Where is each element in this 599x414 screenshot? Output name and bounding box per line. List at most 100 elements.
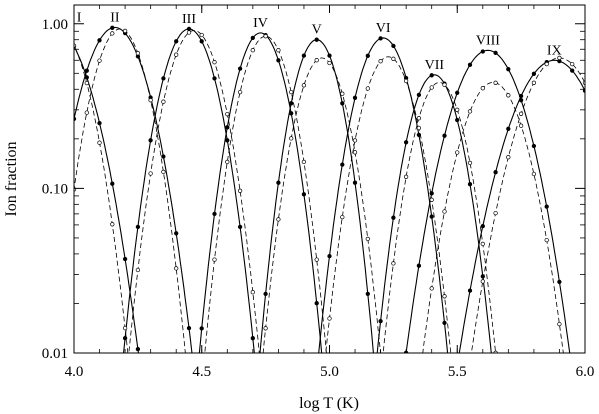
curve-III-solid xyxy=(123,28,255,353)
marker-II-dashed xyxy=(122,28,128,34)
marker-VI-solid xyxy=(340,162,345,167)
marker-VII-dashed xyxy=(391,261,396,266)
marker-I-solid xyxy=(122,256,128,262)
x-ticks: 4.0 4.5 5.0 5.5 6.0 xyxy=(65,5,594,380)
marker-VIII-dashed xyxy=(518,123,524,128)
marker-III-solid xyxy=(186,26,192,32)
ion-label-VI: VI xyxy=(376,21,391,36)
curve-VIII-dashed xyxy=(422,82,564,353)
marker-VI-dashed xyxy=(442,294,447,299)
marker-III-dashed xyxy=(250,290,255,295)
marker-II-dashed xyxy=(97,58,102,63)
y-tick-label: 1.00 xyxy=(42,17,68,33)
marker-V-solid xyxy=(263,291,268,297)
ion-label-III: III xyxy=(182,12,196,27)
marker-VII-solid xyxy=(403,140,409,145)
x-tick-label: 5.0 xyxy=(320,364,339,380)
marker-III-dashed xyxy=(212,60,217,65)
marker-IX-solid xyxy=(480,223,485,229)
marker-III-solid xyxy=(225,138,230,143)
marker-V-dashed xyxy=(340,91,345,96)
curve-VIII-solid xyxy=(405,49,571,353)
curve-I-solid xyxy=(74,45,139,353)
marker-VI-dashed xyxy=(391,56,396,61)
marker-VI-solid xyxy=(416,132,422,138)
marker-III-dashed xyxy=(225,111,230,117)
marker-V-dashed xyxy=(365,236,370,242)
marker-IX-dashed xyxy=(518,111,524,116)
marker-II-solid xyxy=(186,325,192,331)
marker-V-solid xyxy=(289,101,294,106)
x-tick-label: 4.5 xyxy=(192,364,211,380)
curve-V-dashed xyxy=(262,57,381,353)
marker-VI-solid xyxy=(378,36,383,41)
marker-II-dashed xyxy=(110,31,115,36)
marker-VIII-dashed xyxy=(493,80,498,85)
marker-V-solid xyxy=(365,291,370,297)
marker-IV-solid xyxy=(276,58,281,63)
y-tick-label: 0.01 xyxy=(42,346,68,362)
ion-label-VIII: VIII xyxy=(476,33,500,48)
marker-III-dashed xyxy=(237,188,243,193)
marker-IX-solid xyxy=(467,288,473,293)
marker-V-dashed xyxy=(314,58,319,63)
marker-VIII-dashed xyxy=(544,237,549,243)
marker-IV-solid xyxy=(237,66,243,71)
marker-VII-solid xyxy=(416,92,422,98)
marker-VIII-solid xyxy=(455,90,460,95)
marker-VII-solid xyxy=(480,274,485,279)
marker-VIII-solid xyxy=(416,263,422,268)
marker-VIII-solid xyxy=(480,49,485,54)
marker-IX-dashed xyxy=(544,61,549,67)
marker-V-dashed xyxy=(289,136,294,141)
marker-III-dashed xyxy=(148,171,153,176)
markers-layer xyxy=(74,25,585,353)
marker-VI-solid xyxy=(429,214,434,219)
marker-IX-dashed xyxy=(531,80,537,85)
marker-IV-dashed xyxy=(263,34,268,39)
ion-label-IX: IX xyxy=(547,43,562,58)
marker-V-solid xyxy=(352,180,358,185)
x-tick-label: 4.0 xyxy=(65,364,84,380)
ion-label-IV: IV xyxy=(253,16,268,31)
marker-IV-solid xyxy=(225,125,230,130)
y-tick-label: 0.10 xyxy=(42,181,68,197)
marker-VII-dashed xyxy=(480,241,485,247)
marker-III-solid xyxy=(237,224,243,230)
marker-VIII-solid xyxy=(506,67,511,72)
marker-II-solid xyxy=(174,231,179,236)
x-axis-label: log T (K) xyxy=(299,395,359,412)
marker-I-dashed xyxy=(84,80,89,86)
marker-VIII-dashed xyxy=(442,209,447,214)
marker-III-dashed xyxy=(174,52,179,57)
marker-VI-dashed xyxy=(327,316,332,321)
marker-IX-solid xyxy=(531,71,537,76)
marker-III-solid xyxy=(174,39,179,44)
marker-VIII-dashed xyxy=(480,86,485,91)
marker-VII-solid xyxy=(378,318,383,324)
marker-VIII-solid xyxy=(544,204,549,209)
marker-I-solid xyxy=(97,120,102,126)
marker-VII-dashed xyxy=(467,160,473,166)
marker-IX-dashed xyxy=(557,55,562,61)
marker-IX-solid xyxy=(518,93,524,99)
marker-V-dashed xyxy=(276,217,281,222)
marker-VI-dashed xyxy=(365,86,370,91)
marker-IV-solid xyxy=(314,301,319,306)
marker-I-solid xyxy=(84,75,89,80)
marker-VIII-solid xyxy=(467,62,473,67)
x-tick-label: 5.5 xyxy=(448,364,467,380)
marker-II-dashed xyxy=(148,98,153,103)
marker-IV-dashed xyxy=(301,159,307,165)
marker-VI-solid xyxy=(352,95,358,100)
ion-label-V: V xyxy=(312,23,322,38)
marker-VII-solid xyxy=(467,182,473,187)
marker-IV-dashed xyxy=(237,89,243,95)
marker-VI-dashed xyxy=(429,197,434,202)
marker-IV-dashed xyxy=(225,159,230,165)
marker-V-solid xyxy=(327,53,332,58)
curve-II-dashed xyxy=(74,28,186,353)
marker-V-dashed xyxy=(352,150,358,155)
marker-VI-solid xyxy=(391,43,396,49)
